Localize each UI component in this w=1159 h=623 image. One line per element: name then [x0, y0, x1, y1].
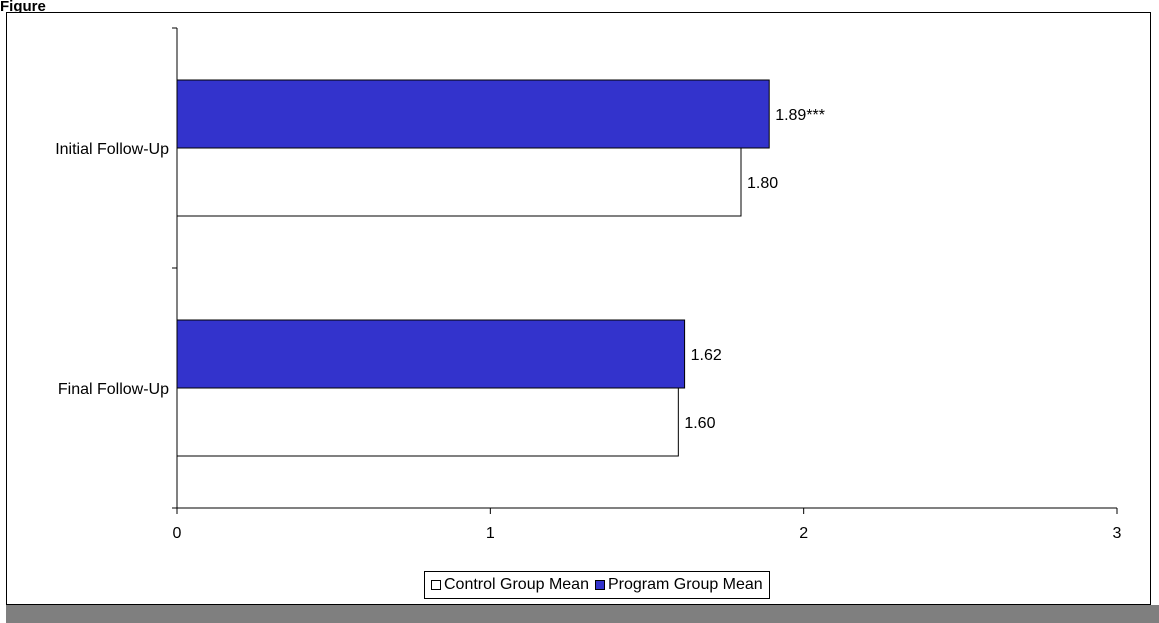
chart-legend: Control Group Mean Program Group Mean: [424, 571, 770, 599]
x-tick-label: 0: [173, 525, 182, 542]
figure-title: Figure: [0, 0, 46, 14]
legend-item: Program Group Mean: [594, 576, 763, 594]
bar: [176, 319, 686, 389]
legend-label: Control Group Mean: [444, 576, 589, 593]
x-tick-label: 2: [799, 525, 808, 542]
legend-swatch: [594, 580, 605, 590]
bar: [176, 387, 679, 457]
x-tick-label: 3: [1113, 525, 1122, 542]
legend-item: Control Group Mean: [431, 576, 589, 594]
legend-swatch: [431, 580, 441, 590]
bar: [176, 79, 770, 149]
legend-label: Program Group Mean: [607, 576, 763, 593]
data-label: 1.89***: [775, 107, 825, 124]
x-tick-label: 1: [486, 525, 495, 542]
category-label: Final Follow-Up: [58, 381, 169, 398]
category-label: Initial Follow-Up: [55, 141, 169, 158]
bar: [176, 147, 742, 217]
frame-shadow: [6, 605, 1159, 623]
data-label: 1.80: [747, 175, 778, 192]
data-label: 1.60: [684, 415, 715, 432]
data-label: 1.62: [691, 347, 722, 364]
